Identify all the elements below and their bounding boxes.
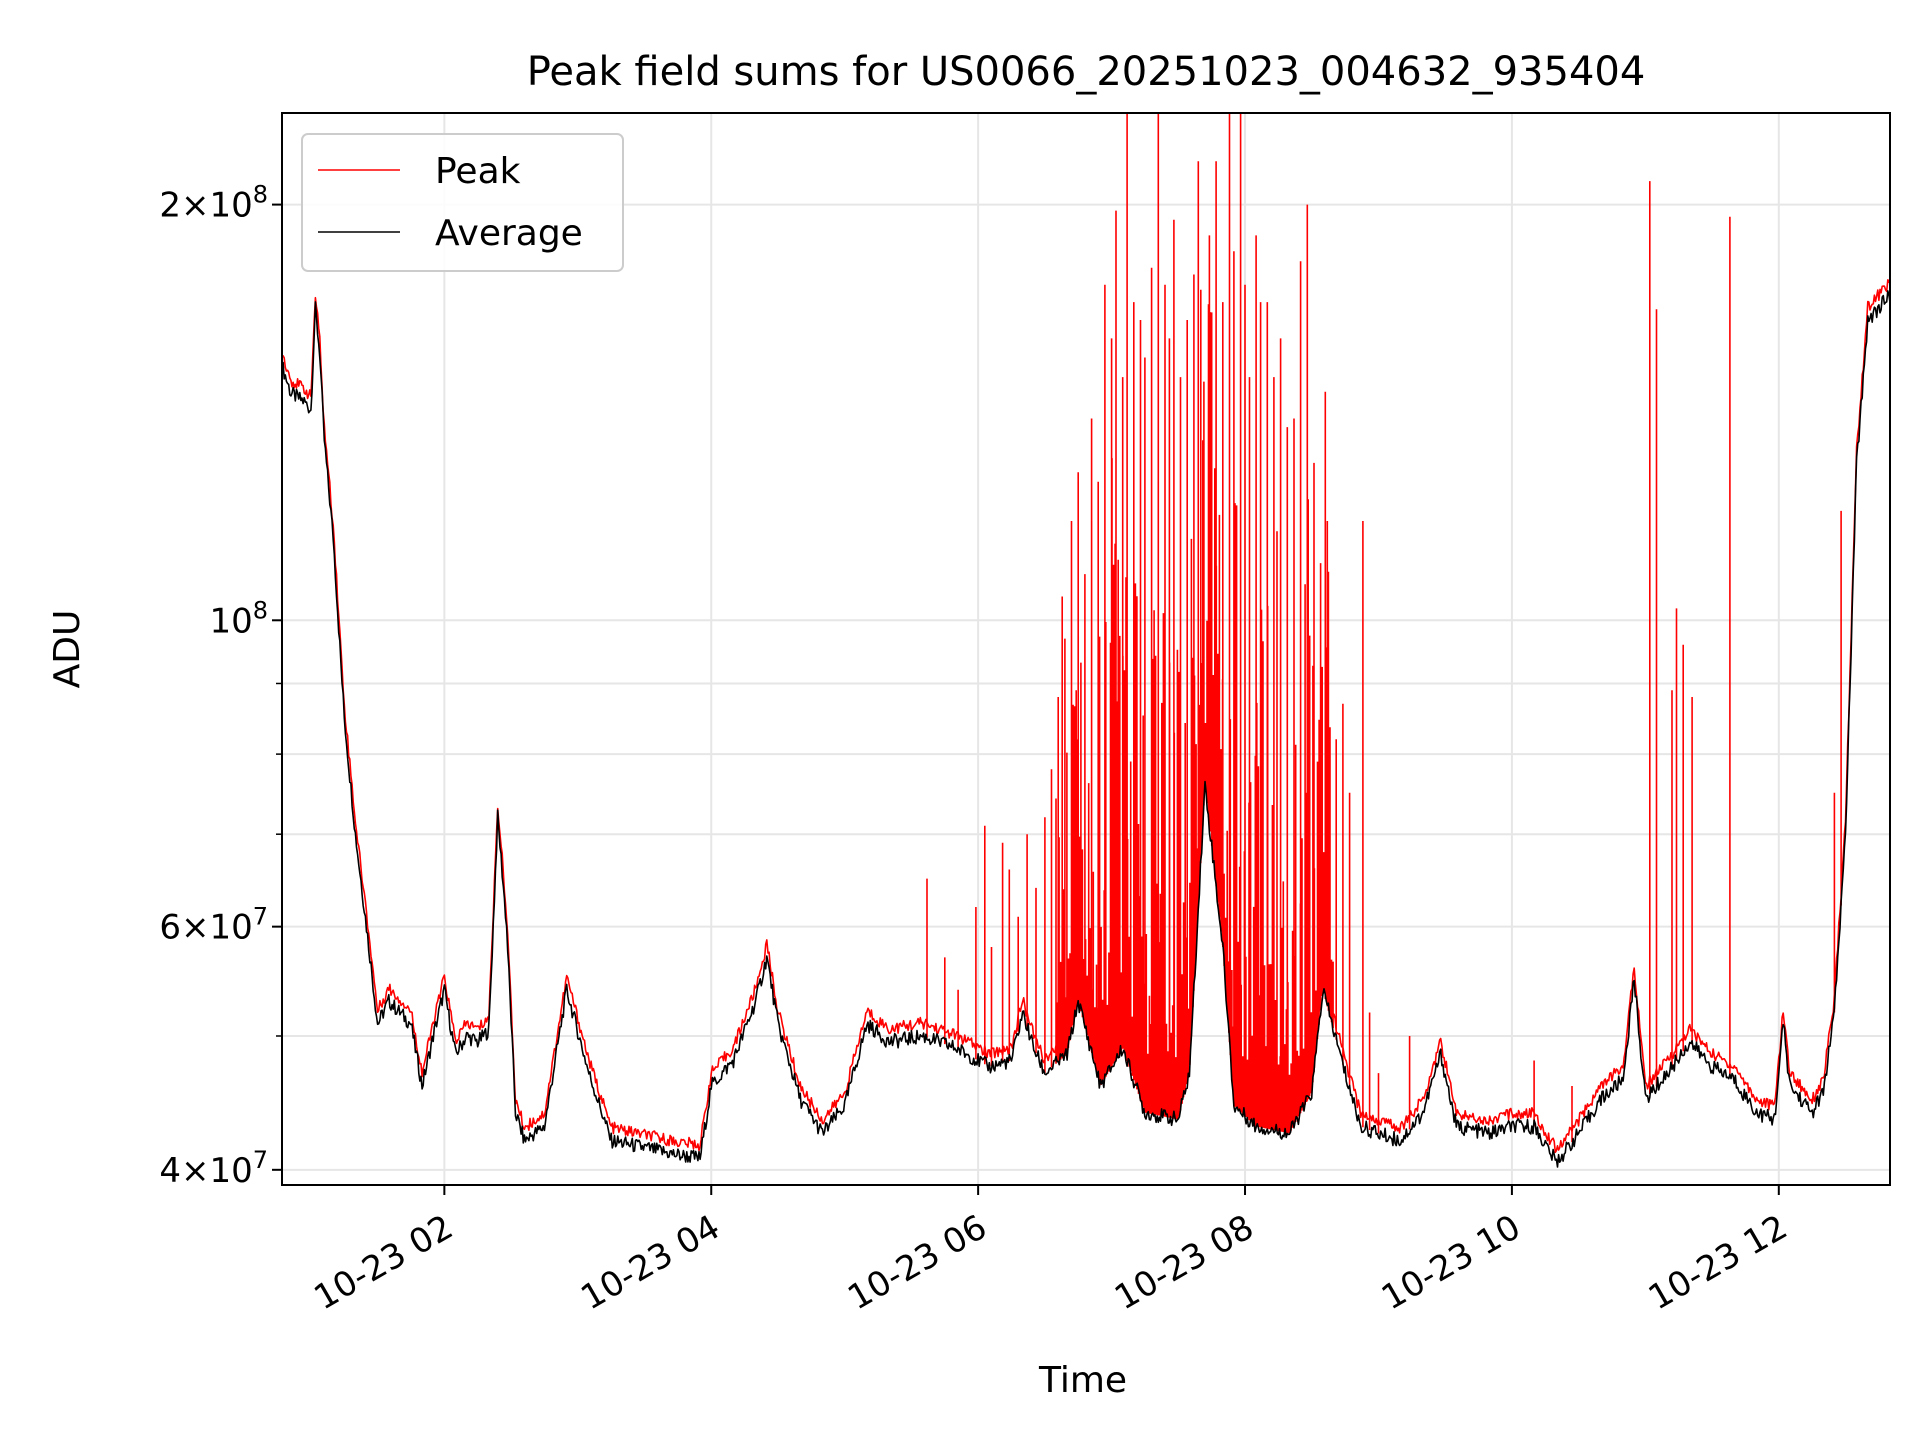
grid-lines [282, 113, 1890, 1185]
y-tick-label: 4×107 [159, 1146, 268, 1191]
y-tick-label: 2×108 [159, 181, 268, 226]
plot-frame [281, 112, 1891, 1186]
legend-average-label: Average [435, 213, 583, 254]
average-series-line [282, 290, 1890, 1168]
legend-box [301, 133, 624, 272]
legend: Peak Average [301, 133, 624, 272]
legend-peak-label: Peak [435, 151, 521, 192]
chart-title: Peak field sums for US0066_20251023_0046… [527, 49, 1646, 95]
y-axis-label: ADU [47, 610, 88, 689]
peak-series-line [282, 113, 1890, 1154]
y-tick-label: 6×107 [159, 903, 268, 948]
x-axis-label: Time [1038, 1360, 1127, 1401]
series-layer [282, 113, 1890, 1168]
